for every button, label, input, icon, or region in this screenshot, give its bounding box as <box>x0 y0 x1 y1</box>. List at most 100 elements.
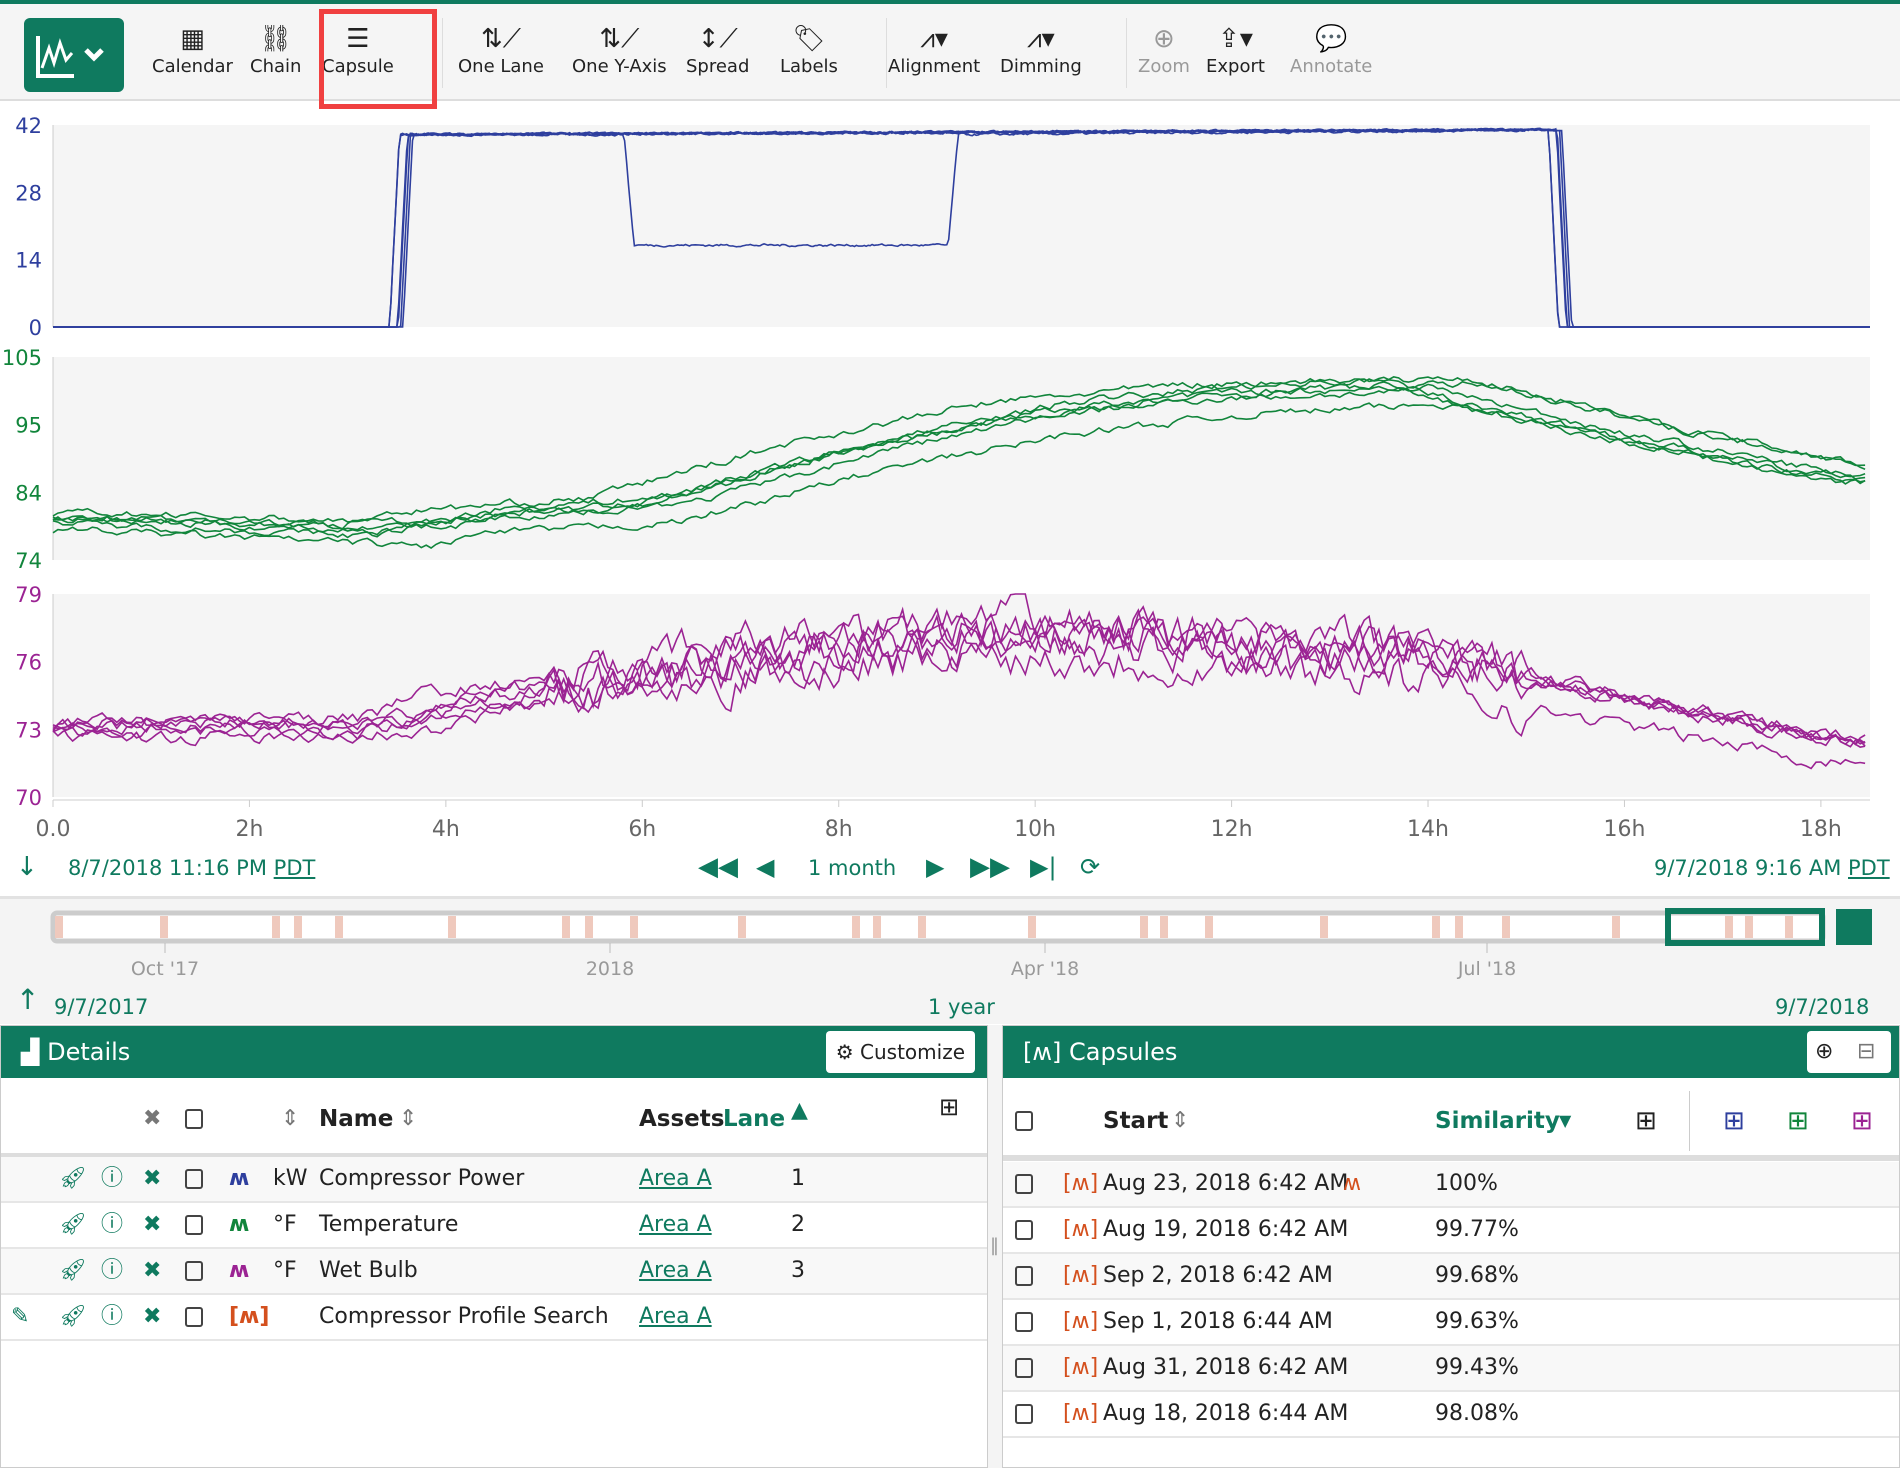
info-icon[interactable]: ⓘ <box>101 1166 124 1191</box>
toolbar-export-button[interactable]: ⇪▾ Export <box>1206 22 1265 88</box>
asset-link[interactable]: Area A <box>639 1166 712 1191</box>
capsule-row[interactable]: [ʍ] Aug 31, 2018 6:42 AM 99.43% <box>1003 1346 1899 1392</box>
assets-header[interactable]: Assets <box>639 1106 725 1132</box>
toolbar-chain-button[interactable]: ⛓ Chain <box>250 22 301 88</box>
toolbar-one-lane-button[interactable]: ⇅⟋ One Lane <box>458 22 544 88</box>
rocket-icon[interactable]: 🚀︎ <box>59 1258 87 1283</box>
capsule-row[interactable]: [ʍ] Sep 2, 2018 6:42 AM 99.68% <box>1003 1254 1899 1300</box>
lane-3-series-line[interactable] <box>52 605 1866 745</box>
step-forward-full-icon[interactable]: ▶▶ <box>970 852 1010 882</box>
asset-link[interactable]: Area A <box>639 1304 712 1329</box>
toolbar-dimming-button[interactable]: ⩘▾ Dimming <box>1000 22 1082 88</box>
info-icon[interactable]: ⓘ <box>101 1304 124 1329</box>
sort-asc-icon[interactable]: ▲ <box>791 1098 808 1123</box>
range-track[interactable] <box>50 910 1826 944</box>
asset-link[interactable]: Area A <box>639 1212 712 1237</box>
capsule-row[interactable]: [ʍ] Aug 23, 2018 6:42 AM ʍ 100% <box>1003 1162 1899 1208</box>
remove-icon[interactable]: ✖ <box>143 1258 162 1283</box>
toolbar-annotate-button[interactable]: 💬 Annotate <box>1290 22 1372 88</box>
capsule-checkbox[interactable] <box>1015 1404 1033 1424</box>
details-row[interactable]: 🚀︎ ⓘ ✖ ʍ °F Wet Bulb Area A 3 <box>1 1249 987 1295</box>
sort-icon[interactable]: ⇕ <box>1171 1108 1190 1133</box>
end-tz[interactable]: PDT <box>1848 856 1890 880</box>
select-all-checkbox[interactable] <box>185 1109 203 1129</box>
toolbar-zoom-button[interactable]: ⊕ Zoom <box>1138 22 1190 88</box>
lane-2-series-line[interactable] <box>52 383 1866 536</box>
arrow-up-icon[interactable]: ↑ <box>16 983 40 1016</box>
display-duration[interactable]: 1 month <box>808 856 897 880</box>
toolbar-labels-button[interactable]: 🏷 Labels <box>780 22 838 88</box>
capsule-row[interactable]: [ʍ] Aug 19, 2018 6:42 AM 99.77% <box>1003 1208 1899 1254</box>
details-row[interactable]: 🚀︎ ⓘ ✖ ʍ °F Temperature Area A 2 <box>1 1203 987 1249</box>
rocket-icon[interactable]: 🚀︎ <box>59 1212 87 1237</box>
capsule-checkbox[interactable] <box>1015 1266 1033 1286</box>
rocket-icon[interactable]: 🚀︎ <box>59 1304 87 1329</box>
lane-2-series-line[interactable] <box>52 377 1866 530</box>
add-wetbulb-column-icon[interactable]: ⊞ <box>1851 1106 1873 1136</box>
panel-resize-handle[interactable]: ‖ <box>990 1235 999 1256</box>
lane-3-series-line[interactable] <box>52 638 1866 770</box>
display-end[interactable]: 9/7/2018 9:16 AM PDT <box>1654 856 1890 880</box>
customize-button[interactable]: ⚙ Customize <box>825 1031 975 1073</box>
step-forward-icon[interactable]: ▶ <box>926 853 945 881</box>
remove-icon[interactable]: ✖ <box>143 1212 162 1237</box>
add-column-icon[interactable]: ⊞ <box>1635 1106 1657 1136</box>
arrow-down-icon[interactable]: ↓ <box>16 852 38 882</box>
display-start[interactable]: 8/7/2018 11:16 PM PDT <box>68 856 315 880</box>
step-back-full-icon[interactable]: ◀◀ <box>698 852 738 882</box>
toolbar-alignment-button[interactable]: ⩘▾ Alignment <box>888 22 980 88</box>
trend-chart[interactable]: 42 28 14 0 105 95 84 74 79 76 73 70 0.0 2h 4h 6h 8h 10h 12… <box>0 110 1900 850</box>
remove-icon[interactable]: ✖ <box>143 1166 162 1191</box>
row-checkbox[interactable] <box>185 1215 203 1235</box>
toolbar-capsule-button[interactable]: ☰ Capsule <box>322 22 394 88</box>
start-tz[interactable]: PDT <box>273 856 316 880</box>
row-checkbox[interactable] <box>185 1169 203 1189</box>
capsule-row[interactable]: [ʍ] Sep 1, 2018 6:44 AM 99.63% <box>1003 1300 1899 1346</box>
toolbar-spread-button[interactable]: ↕⟋ Spread <box>686 22 749 88</box>
add-temp-column-icon[interactable]: ⊞ <box>1787 1106 1809 1136</box>
remove-all-icon[interactable]: ✖ <box>143 1106 162 1131</box>
refresh-icon[interactable]: ⟳ <box>1080 853 1101 881</box>
capsule-checkbox[interactable] <box>1015 1358 1033 1378</box>
lane-3-series-line[interactable] <box>52 610 1866 748</box>
add-kw-column-icon[interactable]: ⊞ <box>1723 1106 1745 1136</box>
jump-to-now-icon[interactable]: ▶| <box>1030 853 1057 881</box>
lane-3-series-line[interactable] <box>52 619 1866 747</box>
lane-1-series-line[interactable] <box>53 128 1870 328</box>
view-menu-button[interactable] <box>24 18 124 92</box>
lane-2-series-line[interactable] <box>52 380 1866 531</box>
capsule-checkbox[interactable] <box>1015 1220 1033 1240</box>
range-start[interactable]: 9/7/2017 <box>54 995 149 1019</box>
collapse-icon[interactable]: ⊟ <box>1857 1039 1876 1064</box>
lane-2-series-line[interactable] <box>52 402 1866 549</box>
sort-icon[interactable]: ⇕ <box>281 1106 300 1131</box>
details-row[interactable]: ✎ 🚀︎ ⓘ ✖ [ʍ] Compressor Profile Search Ar… <box>1 1295 987 1341</box>
capsule-row[interactable]: [ʍ] Aug 18, 2018 6:44 AM 98.08% <box>1003 1392 1899 1438</box>
asset-link[interactable]: Area A <box>639 1258 712 1283</box>
select-all-capsules-checkbox[interactable] <box>1015 1111 1033 1131</box>
start-header[interactable]: Start <box>1103 1108 1169 1134</box>
lane-header[interactable]: Lane <box>723 1106 786 1132</box>
edit-icon[interactable]: ✎ <box>11 1304 30 1329</box>
range-end[interactable]: 9/7/2018 <box>1775 995 1870 1019</box>
row-checkbox[interactable] <box>185 1307 203 1327</box>
similarity-header[interactable]: Similarity <box>1435 1108 1560 1134</box>
range-selector[interactable] <box>1665 908 1825 946</box>
toolbar-calendar-button[interactable]: ▦ Calendar <box>152 22 233 88</box>
add-column-icon[interactable]: ⊞ <box>939 1093 960 1121</box>
rocket-icon[interactable]: 🚀︎ <box>59 1166 87 1191</box>
details-row[interactable]: 🚀︎ ⓘ ✖ ʍ kW Compressor Power Area A 1 <box>1 1157 987 1203</box>
range-duration[interactable]: 1 year <box>928 995 995 1019</box>
lane-2-series-line[interactable] <box>52 376 1866 527</box>
name-header[interactable]: Name <box>319 1106 394 1132</box>
sort-icon[interactable]: ⇕ <box>399 1106 418 1131</box>
capsule-checkbox[interactable] <box>1015 1174 1033 1194</box>
remove-icon[interactable]: ✖ <box>143 1304 162 1329</box>
step-back-icon[interactable]: ◀ <box>756 853 775 881</box>
capsule-checkbox[interactable] <box>1015 1312 1033 1332</box>
toolbar-one-y-axis-button[interactable]: ⇅⟋ One Y-Axis <box>572 22 667 88</box>
row-checkbox[interactable] <box>185 1261 203 1281</box>
zoom-to-capsules-icon[interactable]: ⊕ <box>1815 1039 1834 1064</box>
capsule-toggle-icon[interactable] <box>1836 909 1872 945</box>
info-icon[interactable]: ⓘ <box>101 1212 124 1237</box>
